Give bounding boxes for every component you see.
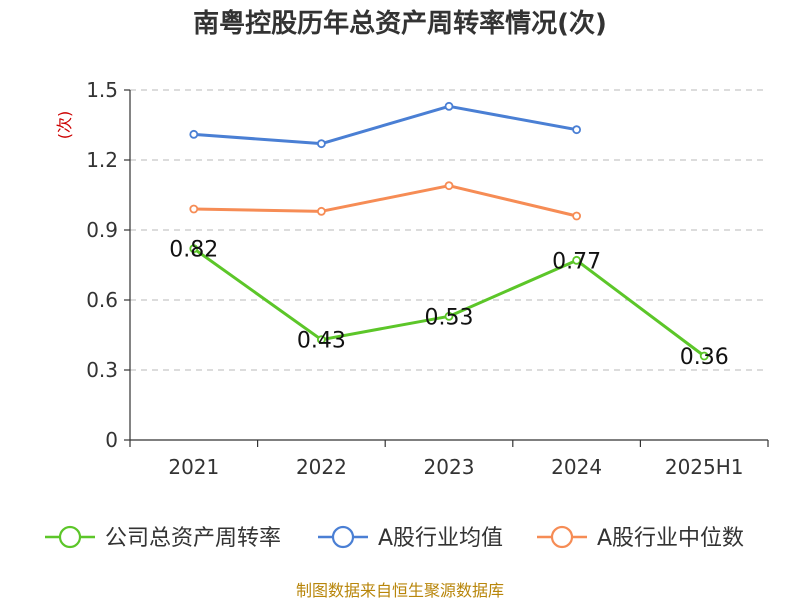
x-tick-label: 2021 [168, 455, 219, 479]
data-label: 0.53 [425, 305, 474, 330]
data-point[interactable] [189, 244, 199, 254]
y-axis-label: (次) [55, 111, 74, 140]
x-tick-label: 2024 [551, 455, 602, 479]
y-tick-label: 0.3 [86, 358, 118, 382]
y-tick-label: 1.2 [86, 148, 118, 172]
y-tick-label: 0 [105, 428, 118, 452]
legend-marker [58, 525, 82, 549]
y-tick-label: 1.5 [86, 78, 118, 102]
legend-label: A股行业均值 [378, 526, 503, 551]
y-tick-label: 0.6 [86, 288, 118, 312]
legend-marker [550, 525, 574, 549]
y-tick-label: 0.9 [86, 218, 118, 242]
legend-label: 公司总资产周转率 [105, 526, 281, 551]
axes: 0 0.3 0.6 0.9 1.2 1.5 2021 2022 2023 2024 2025H1 [86, 78, 769, 479]
chart-title: 南粤控股历年总资产周转率情况(次) [193, 8, 607, 39]
gridlines [130, 89, 768, 371]
data-label: 0.43 [297, 329, 346, 354]
data-point[interactable] [189, 129, 199, 139]
data-point[interactable] [572, 211, 581, 221]
legend-label: A股行业中位数 [597, 526, 744, 551]
x-tick-label: 2023 [424, 455, 475, 479]
data-label: 0.77 [552, 249, 601, 274]
data-point[interactable] [572, 125, 581, 135]
data-point[interactable] [444, 181, 454, 191]
series-line [193, 104, 577, 146]
data-point[interactable] [444, 101, 454, 111]
data-point[interactable] [699, 351, 709, 361]
legend-item[interactable]: A股行业均值 [318, 525, 503, 551]
source-note: 制图数据来自恒生聚源数据库 [296, 581, 504, 600]
legend-item[interactable]: A股行业中位数 [537, 525, 744, 551]
legend-marker [331, 525, 355, 549]
data-point[interactable] [189, 204, 199, 214]
data-point[interactable] [572, 255, 581, 265]
data-labels: 0.82 0.43 0.53 0.77 0.36 [169, 238, 728, 370]
x-tick-label: 2022 [296, 455, 347, 479]
series-line [193, 184, 577, 218]
data-point[interactable] [316, 139, 326, 149]
series-lines [189, 101, 709, 361]
legend-item[interactable]: 公司总资产周转率 [45, 525, 281, 551]
x-tick-label: 2025H1 [665, 455, 744, 479]
data-label: 0.36 [680, 345, 729, 370]
data-label: 0.82 [169, 238, 218, 263]
series-line [192, 247, 706, 358]
data-point[interactable] [444, 311, 454, 321]
data-point[interactable] [316, 206, 326, 216]
data-point[interactable] [316, 335, 326, 345]
legend[interactable]: 公司总资产周转率 A股行业均值 A股行业中位数 [45, 525, 744, 551]
